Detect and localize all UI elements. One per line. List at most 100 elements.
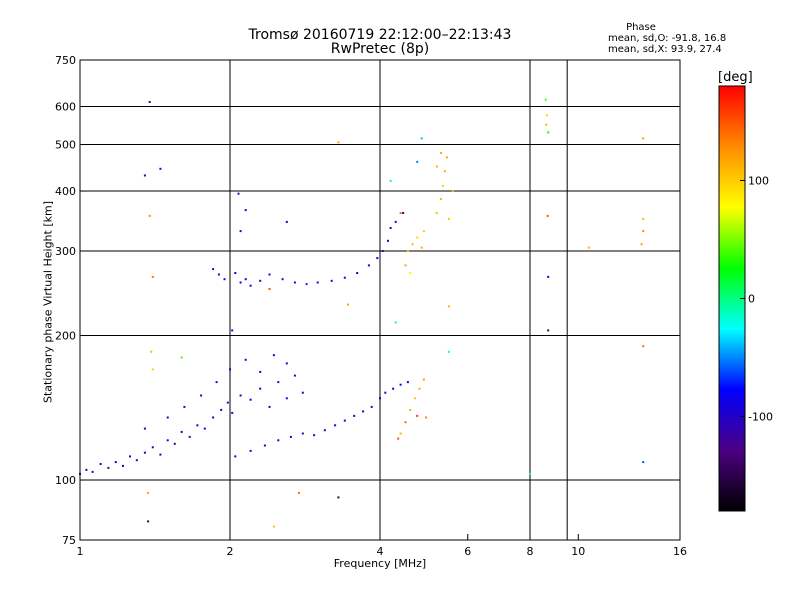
data-point xyxy=(376,257,379,260)
data-point xyxy=(99,463,102,465)
data-point xyxy=(545,114,548,117)
data-point xyxy=(203,427,206,430)
data-point xyxy=(151,275,154,278)
data-point xyxy=(330,279,333,282)
data-point xyxy=(642,461,645,464)
data-point xyxy=(546,214,549,217)
data-point xyxy=(143,174,146,177)
data-point xyxy=(399,212,402,214)
phase-x-stats: mean, sd,X: 93.9, 27.4 xyxy=(608,44,722,55)
data-point xyxy=(343,276,346,279)
data-point xyxy=(268,273,271,276)
grid-lines xyxy=(79,59,681,540)
x-axis-label: Frequency [MHz] xyxy=(333,557,427,570)
data-point xyxy=(268,405,271,408)
data-point xyxy=(148,101,151,103)
y-tick-label: 75 xyxy=(62,534,76,547)
data-point xyxy=(337,141,340,144)
scatter-points xyxy=(79,98,645,528)
data-point xyxy=(301,432,304,435)
data-point xyxy=(356,272,359,274)
data-point xyxy=(107,466,110,469)
data-point xyxy=(297,491,300,494)
data-point xyxy=(387,239,389,242)
data-point xyxy=(220,408,223,411)
data-point xyxy=(392,387,395,390)
y-tick-label: 300 xyxy=(55,245,76,258)
data-point xyxy=(420,137,423,140)
data-point xyxy=(159,453,162,456)
data-point xyxy=(443,170,446,173)
data-point xyxy=(416,236,419,239)
data-point xyxy=(389,179,392,182)
data-point xyxy=(259,387,262,390)
data-point xyxy=(394,220,397,223)
data-point xyxy=(422,230,425,233)
data-point xyxy=(85,468,88,471)
data-point xyxy=(263,444,266,447)
data-point xyxy=(404,264,407,267)
data-point xyxy=(411,243,414,246)
data-point xyxy=(285,362,288,365)
x-tick-label: 1 xyxy=(77,545,84,558)
data-point xyxy=(217,273,220,276)
data-point xyxy=(180,430,183,433)
data-point xyxy=(409,408,412,411)
data-point xyxy=(402,212,405,214)
data-point xyxy=(416,414,419,417)
data-point xyxy=(362,410,365,413)
y-tick-label: 500 xyxy=(55,139,76,152)
phase-box-title: Phase xyxy=(626,22,656,33)
data-point xyxy=(151,368,154,371)
x-tick-label: 6 xyxy=(464,545,471,558)
data-point xyxy=(587,246,590,249)
data-point xyxy=(394,321,397,324)
data-point xyxy=(188,435,191,438)
data-point xyxy=(244,278,247,281)
data-point xyxy=(249,398,252,401)
y-axis-ticks: 75 100 200 300 400 500 600 750 xyxy=(55,54,86,547)
colorbar-ticks: 100 0 -100 xyxy=(740,174,773,424)
data-point xyxy=(399,383,402,386)
data-point xyxy=(316,281,319,284)
data-point xyxy=(212,416,215,419)
data-point xyxy=(416,160,419,163)
data-point xyxy=(544,98,547,101)
data-point xyxy=(147,491,150,494)
data-point xyxy=(173,442,176,445)
data-point xyxy=(370,405,373,408)
data-point xyxy=(353,414,356,417)
data-point xyxy=(237,192,240,195)
data-point xyxy=(422,378,425,381)
data-point xyxy=(166,439,169,442)
data-point xyxy=(404,421,407,424)
y-tick-label: 200 xyxy=(55,330,76,343)
x-tick-label: 10 xyxy=(571,545,585,558)
data-point xyxy=(226,401,229,404)
data-point xyxy=(259,370,262,373)
data-point xyxy=(406,250,409,252)
data-point xyxy=(293,374,296,377)
y-tick-label: 600 xyxy=(55,101,76,114)
x-tick-label: 4 xyxy=(377,545,384,558)
data-point xyxy=(234,455,237,458)
data-point xyxy=(122,464,124,467)
data-point xyxy=(129,455,131,458)
data-point xyxy=(305,283,308,286)
data-point xyxy=(151,446,154,449)
data-point xyxy=(148,214,151,217)
colorbar-tick-label: 100 xyxy=(748,174,769,187)
data-point xyxy=(143,451,146,454)
data-point xyxy=(223,278,226,281)
data-point xyxy=(150,350,153,353)
data-point xyxy=(334,424,337,427)
data-point xyxy=(409,272,412,274)
data-point xyxy=(642,217,645,220)
data-point xyxy=(451,190,454,192)
data-point xyxy=(285,220,288,223)
data-point xyxy=(143,427,146,430)
data-point xyxy=(91,470,94,473)
data-point xyxy=(379,397,381,400)
data-point xyxy=(159,167,162,170)
data-point xyxy=(445,156,448,159)
